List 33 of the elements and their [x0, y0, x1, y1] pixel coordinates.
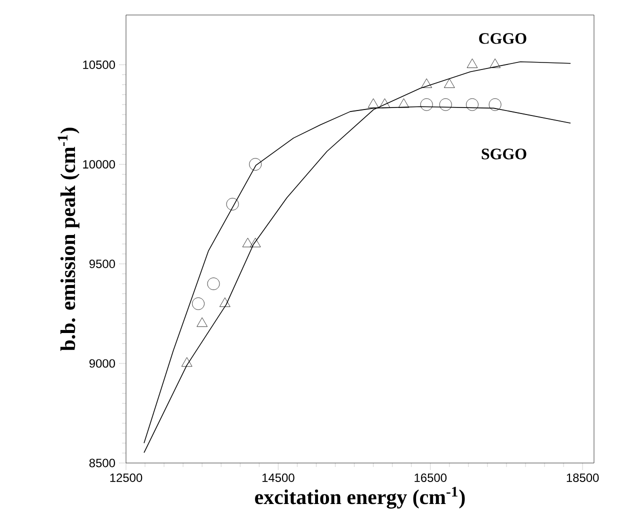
- point: [220, 298, 230, 307]
- x-tick-label: 18500: [566, 474, 599, 482]
- point: [466, 58, 478, 68]
- point: [466, 98, 478, 111]
- x-tick-label: 16500: [414, 474, 447, 482]
- point: [379, 98, 390, 108]
- y-tick-label: 9500: [89, 260, 116, 268]
- text: SGGO: [482, 148, 526, 160]
- point: [488, 98, 502, 111]
- point: [250, 238, 261, 248]
- point: [421, 78, 432, 88]
- point: [398, 98, 410, 108]
- point: [207, 278, 220, 290]
- y-tick-label: 10500: [83, 60, 116, 69]
- x-axis-title: excitation energy (cm$^{-1}$): [255, 486, 465, 509]
- x-tick-label: 12500: [110, 474, 142, 482]
- point: [181, 357, 192, 367]
- x-tick-label: 14500: [262, 474, 294, 482]
- point: [249, 158, 262, 171]
- point: [368, 98, 379, 108]
- point: [420, 98, 433, 111]
- point: [444, 78, 455, 88]
- point: [196, 317, 208, 327]
- series-label: CGGO: [479, 33, 526, 44]
- y-tick-label: 9000: [89, 359, 116, 368]
- point: [439, 98, 452, 111]
- y-tick-label: 8500: [89, 458, 116, 468]
- y-tick-label: 10000: [83, 160, 116, 169]
- point: [226, 198, 239, 210]
- point: [242, 238, 254, 248]
- y-axis-title: b.b. emission peak (cm$^{-1}$): [58, 128, 80, 351]
- point: [490, 58, 500, 68]
- point: [192, 298, 204, 310]
